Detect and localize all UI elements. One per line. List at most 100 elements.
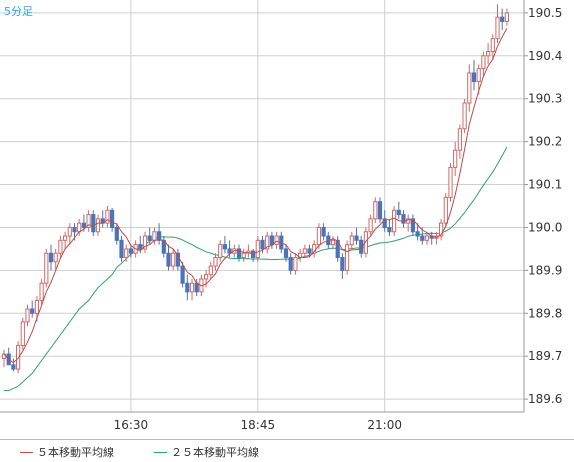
legend-item-ma5: ５本移動平均線 — [20, 444, 114, 460]
candle-body — [490, 38, 495, 52]
candle — [410, 214, 415, 237]
candle-body — [410, 218, 415, 233]
candle-body — [63, 235, 68, 241]
x-ticks: 16:30 18:45 21:00 — [114, 418, 402, 432]
candle — [392, 206, 397, 237]
candle-body — [269, 235, 274, 246]
candle-body — [218, 244, 223, 258]
candle-body — [471, 72, 477, 83]
candle — [406, 214, 411, 232]
candle-body — [382, 218, 387, 228]
candle-body — [373, 201, 378, 220]
candle — [453, 141, 458, 176]
candle-body — [392, 209, 397, 233]
candle — [91, 210, 96, 237]
candle-body — [495, 16, 500, 40]
candle-body — [180, 265, 185, 284]
candle — [63, 231, 68, 249]
candle-body — [500, 16, 505, 22]
y-tick-label: 190.5 — [528, 6, 562, 20]
candle-body — [363, 231, 368, 254]
candle — [396, 201, 401, 219]
candle-body — [236, 248, 242, 259]
candle — [236, 244, 242, 262]
y-tick-label: 190.0 — [528, 220, 562, 234]
legend-label-ma5: ５本移動平均線 — [37, 446, 114, 459]
candle-body — [128, 248, 134, 254]
candle-body — [486, 51, 491, 57]
candle — [44, 248, 49, 288]
candle-body — [274, 235, 279, 246]
candle-body — [255, 239, 260, 258]
candle — [495, 4, 500, 43]
candle — [293, 253, 298, 275]
y-tick-label: 189.6 — [528, 392, 562, 406]
candle-body — [142, 235, 148, 250]
candle-body — [204, 274, 209, 280]
candle — [114, 223, 119, 245]
candle-body — [138, 244, 143, 250]
candle — [382, 210, 387, 232]
candle — [251, 248, 256, 262]
legend-label-ma25: ２５本移動平均線 — [171, 446, 259, 459]
candle-body — [443, 196, 448, 224]
candle — [128, 244, 134, 258]
candle — [204, 270, 209, 288]
candle-body — [415, 231, 420, 237]
candle-body — [48, 252, 54, 263]
candle — [180, 261, 185, 288]
candle — [373, 197, 378, 224]
candle — [11, 358, 16, 372]
candle-body — [439, 222, 444, 237]
legend-swatch-ma25 — [154, 451, 167, 453]
candle — [316, 223, 321, 249]
candle — [16, 341, 21, 374]
candle — [340, 253, 345, 279]
candle — [500, 8, 505, 31]
candle — [95, 214, 101, 237]
candle-body — [166, 252, 171, 267]
candle-body — [58, 239, 63, 254]
candle-body — [377, 201, 383, 220]
candle — [166, 244, 171, 271]
candle-body — [208, 265, 213, 276]
candle — [486, 42, 491, 65]
candle-body — [67, 226, 72, 237]
candle-body — [302, 248, 307, 254]
y-tick-label: 189.8 — [528, 306, 562, 320]
candle — [368, 214, 373, 237]
y-tick-label: 190.1 — [528, 178, 562, 192]
candle — [288, 253, 293, 275]
candle-body — [152, 231, 157, 241]
candle — [142, 231, 148, 254]
candle-body — [260, 239, 265, 250]
candle — [265, 231, 270, 254]
candle — [218, 240, 223, 262]
candle-body — [119, 239, 124, 258]
candle-body — [81, 222, 87, 228]
candle-body — [349, 235, 354, 246]
candle-body — [86, 214, 91, 228]
candle-body — [265, 235, 270, 250]
candle-body — [241, 252, 246, 258]
candle — [448, 163, 453, 202]
candle-body — [293, 257, 298, 271]
legend-swatch-ma5 — [20, 451, 33, 453]
candle-body — [53, 252, 58, 263]
candle — [443, 193, 448, 228]
candle-body — [424, 235, 430, 241]
candle — [321, 223, 326, 241]
candle — [363, 227, 368, 258]
candle — [213, 253, 218, 271]
candle — [401, 210, 406, 228]
candle-body — [420, 235, 425, 241]
candle — [377, 197, 383, 224]
candle — [39, 278, 44, 305]
candle-body — [39, 282, 44, 301]
candle — [110, 208, 115, 232]
candle-body — [462, 102, 467, 130]
candle-body — [316, 226, 321, 246]
candle-body — [124, 248, 129, 259]
